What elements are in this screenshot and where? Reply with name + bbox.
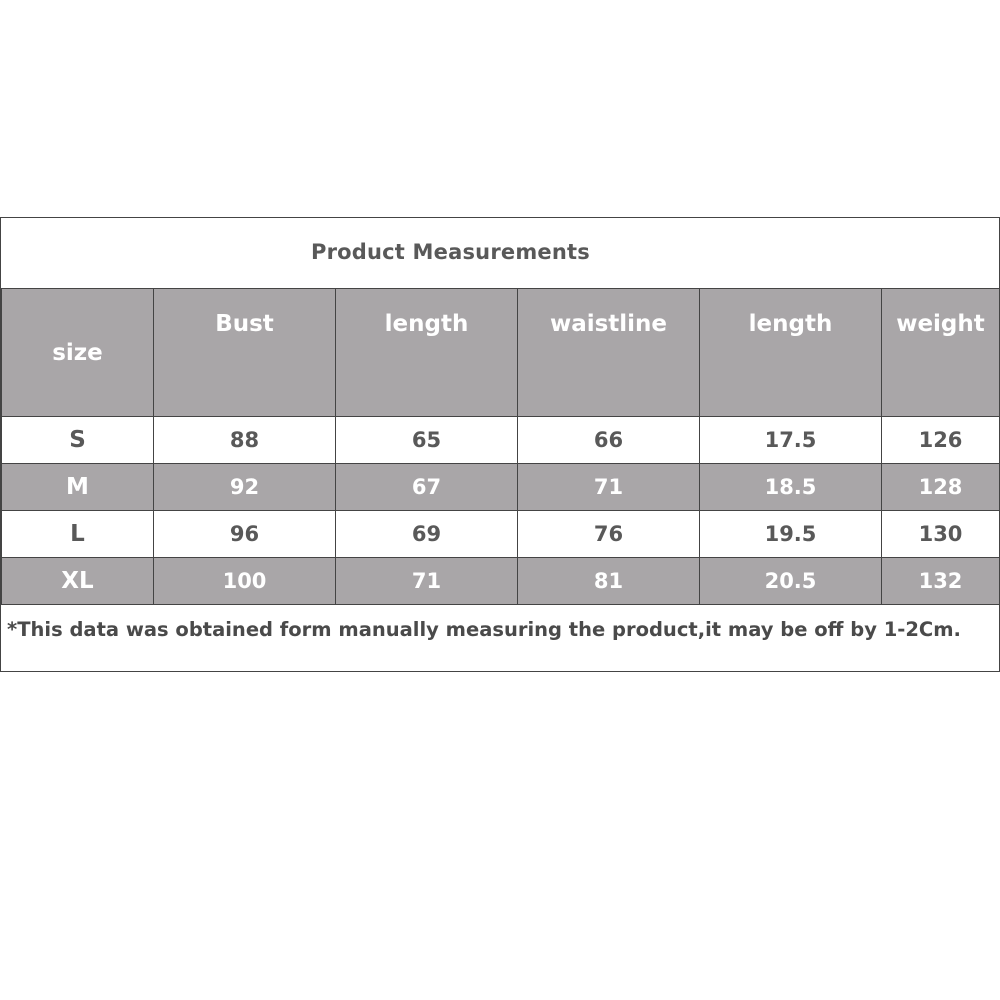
chart-title: Product Measurements xyxy=(311,240,590,264)
table-cell: 71 xyxy=(335,557,518,605)
table-cell: 100 xyxy=(153,557,336,605)
table-cell: 88 xyxy=(153,416,336,464)
table-cell: 132 xyxy=(881,557,1000,605)
table-cell: 92 xyxy=(153,463,336,511)
table-row: M 92 67 71 18.5 128 xyxy=(1,463,1000,511)
measurement-note: *This data was obtained form manually me… xyxy=(7,618,961,641)
table-cell: 76 xyxy=(517,510,700,558)
title-row: Product Measurements xyxy=(1,218,999,288)
table-cell: 65 xyxy=(335,416,518,464)
table-cell: 66 xyxy=(517,416,700,464)
column-header-size: size xyxy=(1,288,154,417)
table-cell: 69 xyxy=(335,510,518,558)
table-cell: 20.5 xyxy=(699,557,882,605)
table-cell: 130 xyxy=(881,510,1000,558)
table-cell: 71 xyxy=(517,463,700,511)
column-header-length-2: length xyxy=(699,288,882,417)
size-cell: XL xyxy=(1,557,154,605)
column-header-bust: Bust xyxy=(153,288,336,417)
column-header-waistline: waistline xyxy=(517,288,700,417)
table-row: L 96 69 76 19.5 130 xyxy=(1,510,1000,558)
measurements-table: size Bust length waistline length weight… xyxy=(1,288,1000,605)
table-cell: 17.5 xyxy=(699,416,882,464)
table-cell: 19.5 xyxy=(699,510,882,558)
header-row: size Bust length waistline length weight xyxy=(1,288,1000,417)
column-header-length: length xyxy=(335,288,518,417)
table-row: XL 100 71 81 20.5 132 xyxy=(1,557,1000,605)
size-cell: L xyxy=(1,510,154,558)
table-cell: 81 xyxy=(517,557,700,605)
table-cell: 67 xyxy=(335,463,518,511)
size-chart: Product Measurements size Bust length wa… xyxy=(0,217,1000,672)
size-cell: M xyxy=(1,463,154,511)
table-row: S 88 65 66 17.5 126 xyxy=(1,416,1000,464)
table-cell: 128 xyxy=(881,463,1000,511)
column-header-weight: weight xyxy=(881,288,1000,417)
table-cell: 96 xyxy=(153,510,336,558)
table-cell: 126 xyxy=(881,416,1000,464)
size-cell: S xyxy=(1,416,154,464)
table-cell: 18.5 xyxy=(699,463,882,511)
